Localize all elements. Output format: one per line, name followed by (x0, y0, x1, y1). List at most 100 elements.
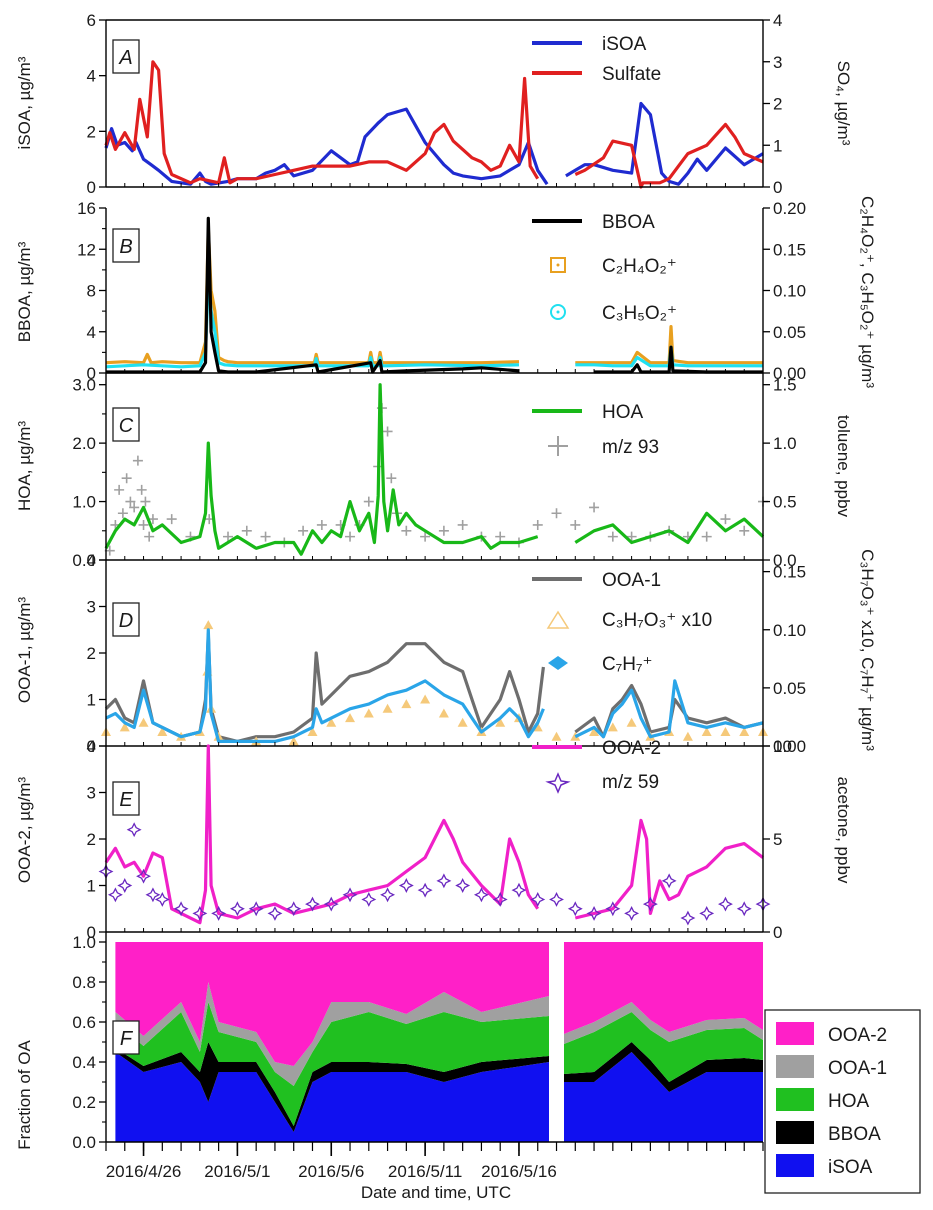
ytick-right-label: 0.05 (773, 679, 806, 698)
ytick-label: 12 (77, 240, 96, 259)
legend-panel-E: OOA-2 m/z 59 (532, 738, 661, 794)
point-chox10-20 (457, 717, 468, 727)
legend-label-f-bboa: BBOA (828, 1124, 881, 1145)
series-ch-line-0 (105, 628, 545, 743)
legend-marker-c3h5o2 (550, 304, 566, 320)
panel-B-label-box: B (112, 228, 140, 263)
ytick-label: 4 (87, 737, 96, 756)
point-mz59-32 (642, 896, 658, 912)
point-mz93-3 (117, 508, 128, 519)
series-ooa2-line-0 (104, 744, 540, 925)
ylabel-panel-C: HOA, µg/m³ (15, 421, 34, 511)
panel-A-label-box: A (112, 39, 140, 74)
point-mz59-28 (567, 901, 583, 917)
point-mz59-10 (229, 901, 245, 917)
point-mz59-23 (473, 887, 489, 903)
ytick-label: 0 (87, 923, 96, 942)
xtick-label: 2016/5/16 (481, 1162, 557, 1181)
legend-marker-c7h7 (548, 656, 568, 670)
legend-panel-B: BBOA C₂H₄O₂⁺ C₃H₅O₂⁺ (532, 212, 677, 324)
legend-label-ooa2: OOA-2 (602, 738, 661, 759)
panel-D: 0 1 2 3 4 0.00 0.05 0.10 0.15 (87, 551, 807, 756)
ytick-right-label: 0.00 (773, 737, 806, 756)
panel-A-letter: A (118, 47, 132, 69)
point-chox10-27 (589, 727, 600, 737)
ytick-label: 1 (87, 691, 96, 710)
ytick-right-label: 0.20 (773, 199, 806, 218)
ylabel-panel-F: Fraction of OA (15, 1040, 34, 1150)
point-mz93-40 (570, 519, 581, 530)
point-mz93-32 (420, 531, 431, 542)
panel-B: 0 4 8 12 16 0.00 0.05 0.10 0.15 0.20 (77, 199, 806, 383)
point-mz59-6 (154, 891, 170, 907)
point-mz59-8 (192, 905, 208, 921)
xtick-label: 2016/5/1 (204, 1162, 270, 1181)
point-mz59-16 (342, 887, 358, 903)
ytick-right-label: 0.10 (773, 282, 806, 301)
legend-label-mz59: m/z 59 (602, 772, 659, 793)
panel-C: 0.0 1.0 2.0 3.0 0.0 0.5 1.0 1.5 (72, 373, 797, 570)
ytick-label: 3 (87, 784, 96, 803)
legend-swatch-f-ooa1 (776, 1055, 814, 1078)
point-mz59-26 (530, 891, 546, 907)
point-mz59-33 (661, 873, 677, 889)
point-mz59-31 (624, 905, 640, 921)
point-chox10-19 (438, 708, 449, 718)
ytick-label: 4 (87, 551, 96, 570)
point-mz59-7 (173, 901, 189, 917)
legend-label-f-ooa1: OOA-1 (828, 1058, 887, 1079)
ylabel-right-panel-B: C₂H₄O₂⁺, C₃H₅O₂⁺ µg/m³ (858, 196, 877, 388)
area-isoa-segment-1 (564, 1052, 763, 1142)
point-mz59-2 (117, 878, 133, 893)
legend-label-c3h5o2: C₃H₅O₂⁺ (602, 303, 677, 324)
legend-label-bboa: BBOA (602, 212, 655, 233)
point-mz93-5 (125, 496, 136, 507)
panel-F-label-box: F (112, 1020, 140, 1055)
point-mz59-19 (398, 878, 414, 893)
series-sulfate-line-0 (104, 60, 540, 185)
point-mz93-43 (626, 531, 637, 542)
ytick-right-label: 1.5 (773, 376, 797, 395)
ytick-right-label: 10 (773, 737, 792, 756)
ytick-right-label: 4 (773, 11, 782, 30)
point-mz93-31 (401, 525, 412, 536)
point-mz59-15 (323, 896, 339, 912)
ytick-right-label: 0 (773, 178, 782, 197)
xtick-label: 2016/5/6 (298, 1162, 364, 1181)
point-chox10-7 (203, 620, 214, 630)
panel-B-letter: B (119, 236, 132, 258)
ytick-label: 2 (87, 122, 96, 141)
ytick-label: 0.0 (72, 1133, 96, 1152)
area-hoa-segment-1 (564, 1012, 763, 1082)
point-mz93-33 (438, 525, 449, 536)
ytick-label: 0.2 (72, 1093, 96, 1112)
ylabel-panel-D: OOA-1, µg/m³ (15, 597, 34, 703)
point-mz93-34 (457, 519, 468, 530)
series-isoa-line-0 (104, 107, 549, 186)
panel-E-label-box: E (112, 781, 140, 816)
point-mz59-29 (586, 905, 602, 921)
point-mz93-20 (298, 525, 309, 536)
point-mz93-47 (701, 531, 712, 542)
area-bboa-segment-0 (115, 1042, 550, 1132)
point-mz59-30 (605, 901, 621, 917)
legend-label-f-isoa: iSOA (828, 1157, 873, 1178)
legend-swatch-f-isoa (776, 1154, 814, 1177)
panel-C-label-box: C (112, 407, 140, 442)
xtick-label: 2016/4/26 (106, 1162, 182, 1181)
ytick-label: 0 (87, 364, 96, 383)
point-mz59-37 (736, 901, 752, 917)
legend-label-mz93: m/z 93 (602, 437, 659, 458)
area-ooa1-segment-0 (115, 982, 550, 1086)
point-mz93-29 (386, 473, 397, 484)
ytick-right-label: 2 (773, 95, 782, 114)
ylabel-right-panel-C: toluene, ppbv (834, 415, 853, 518)
legend-label-c2h4o2: C₂H₄O₂⁺ (602, 256, 677, 277)
point-mz59-17 (361, 891, 377, 907)
point-mz93-49 (739, 525, 750, 536)
area-isoa-segment-0 (115, 1052, 550, 1142)
point-mz93-38 (532, 519, 543, 530)
ytick-label: 2 (87, 830, 96, 849)
series-cho-line-0 (105, 227, 520, 365)
panel-F: 0.0 0.2 0.4 0.6 0.8 1.0 2016/4/26 2016/5/1 2016/… (72, 932, 764, 1181)
